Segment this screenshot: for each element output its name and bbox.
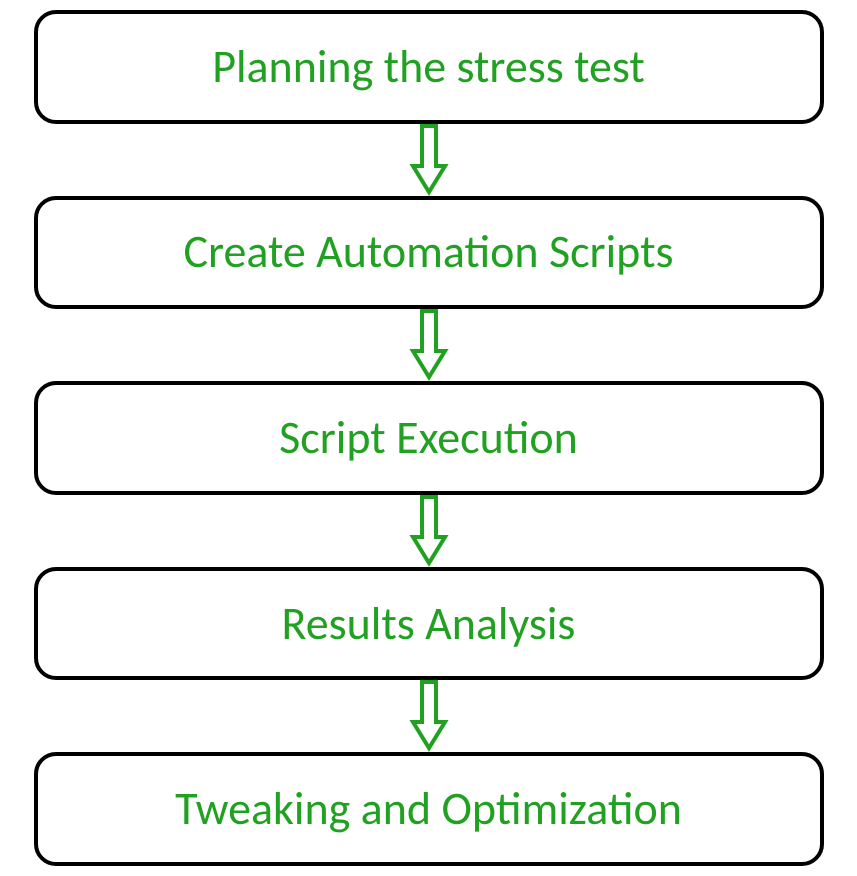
arrow-down-icon <box>409 124 449 196</box>
step-label-1: Planning the stress test <box>212 39 645 95</box>
arrow-down-icon <box>409 309 449 381</box>
step-box-1: Planning the stress test <box>34 10 824 124</box>
step-label-2: Create Automation Scripts <box>183 224 673 280</box>
step-label-3: Script Execution <box>279 410 578 466</box>
step-box-3: Script Execution <box>34 381 824 495</box>
arrow-down-icon <box>409 495 449 567</box>
arrow-2 <box>409 309 449 381</box>
step-box-5: Tweaking and Optimization <box>34 752 824 866</box>
arrow-3 <box>409 495 449 567</box>
step-label-4: Results Analysis <box>282 596 576 652</box>
step-label-5: Tweaking and Optimization <box>175 781 682 837</box>
arrow-1 <box>409 124 449 196</box>
arrow-down-icon <box>409 680 449 752</box>
step-box-4: Results Analysis <box>34 567 824 681</box>
arrow-4 <box>409 680 449 752</box>
step-box-2: Create Automation Scripts <box>34 196 824 310</box>
